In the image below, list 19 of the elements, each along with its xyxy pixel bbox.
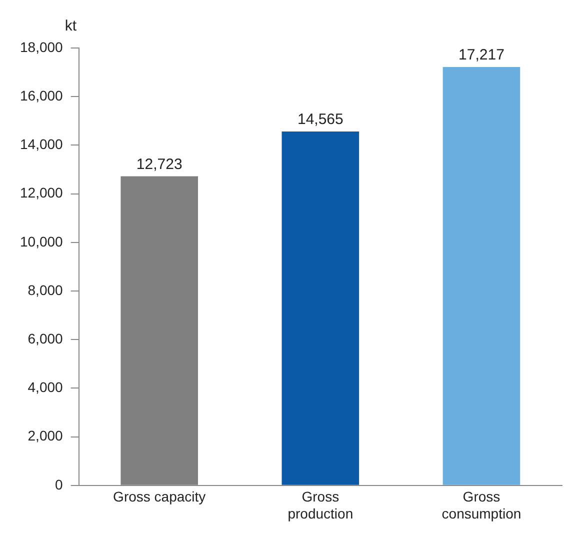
bar — [442, 67, 520, 485]
bar — [282, 131, 360, 485]
y-tick-label: 2,000 — [28, 428, 64, 444]
y-tick-label: 10,000 — [20, 233, 64, 250]
x-tick-label: Gross capacity — [113, 488, 206, 505]
y-tick-label: 12,000 — [20, 184, 64, 201]
y-tick-label: 0 — [55, 476, 64, 492]
y-tick-label: 8,000 — [28, 282, 64, 298]
y-tick-label: 16,000 — [20, 87, 64, 104]
x-tick-label: Gross production — [288, 488, 354, 522]
y-tick-label: 6,000 — [28, 330, 64, 346]
y-tick-label: 18,000 — [20, 38, 64, 55]
x-tick-label: Gross consumption — [442, 488, 522, 522]
y-axis-title: kt — [64, 18, 78, 35]
data-label: 14,565 — [297, 111, 344, 128]
data-label: 12,723 — [136, 156, 182, 173]
y-tick-label: 4,000 — [28, 379, 64, 396]
data-label: 17,217 — [458, 46, 504, 64]
y-tick-label: 14,000 — [20, 136, 64, 152]
